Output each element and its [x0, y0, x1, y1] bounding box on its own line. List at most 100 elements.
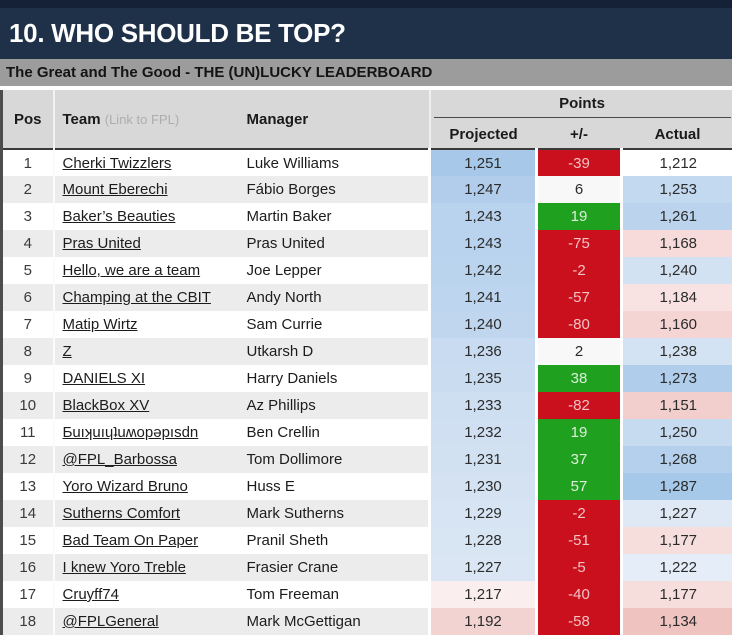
projected-cell: 1,251: [428, 149, 537, 176]
table-row: 1 Cherki Twizzlers Luke Williams 1,251 -…: [1, 149, 732, 176]
team-link[interactable]: Matip Wirtz: [62, 316, 138, 333]
pos-cell: 13: [1, 473, 55, 500]
team-link[interactable]: @FPLGeneral: [53, 608, 242, 635]
table-row: 12 @FPL_Barbossa Tom Dollimore 1,231 37 …: [1, 446, 732, 473]
team-link[interactable]: Bad Team On Paper: [62, 532, 199, 549]
team-link[interactable]: Z: [53, 338, 242, 365]
manager-cell: Tom Freeman: [246, 586, 340, 603]
team-link[interactable]: Baker’s Beauties: [62, 208, 176, 225]
leaderboard-table: Pos Team (Link to FPL) Manager Points Pr…: [0, 90, 732, 635]
team-link[interactable]: @FPL_Barbossa: [53, 446, 242, 473]
pos-cell: 18: [1, 608, 55, 635]
table-row: 6 Champing at the CBIT Andy North 1,241 …: [1, 284, 732, 311]
diff-cell: 6: [535, 176, 622, 203]
pos-cell: 14: [1, 500, 55, 527]
pos-cell: 4: [1, 230, 55, 257]
pos-cell: 10: [1, 392, 55, 419]
pos-cell: 9: [1, 365, 55, 392]
team-link[interactable]: Hello, we are a team: [62, 262, 201, 279]
projected-cell: 1,236: [428, 338, 537, 365]
pos-cell: 6: [1, 284, 55, 311]
team-link[interactable]: DANIELS XI: [62, 370, 146, 387]
projected-cell: 1,233: [428, 392, 537, 419]
pos-cell: 8: [1, 338, 55, 365]
table-row: 18 @FPLGeneral Mark McGettigan 1,192 -58…: [1, 608, 732, 635]
pos-cell: 15: [1, 527, 55, 554]
actual-cell: 1,212: [619, 149, 732, 176]
actual-cell: 1,134: [619, 608, 732, 635]
team-link[interactable]: Cherki Twizzlers: [62, 154, 172, 172]
diff-cell: 19: [535, 419, 622, 446]
manager-cell: Pranil Sheth: [246, 532, 329, 549]
col-header-team-label: Team: [62, 110, 101, 128]
projected-cell: 1,243: [428, 203, 537, 230]
table-row: 5 Hello, we are a team Joe Lepper 1,242 …: [1, 257, 732, 284]
diff-cell: 38: [535, 365, 622, 392]
col-header-diff: +/-: [536, 120, 622, 149]
projected-cell: 1,230: [428, 473, 537, 500]
projected-cell: 1,241: [428, 284, 537, 311]
table-row: 3 Baker’s Beauties Martin Baker 1,243 19…: [1, 203, 732, 230]
table-row: 16 I knew Yoro Treble Frasier Crane 1,22…: [1, 554, 732, 581]
manager-cell: Huss E: [246, 478, 295, 495]
col-header-manager: Manager: [241, 90, 430, 149]
diff-cell: -80: [535, 311, 622, 338]
table-row: 10 BlackBox XV Az Phillips 1,233 -82 1,1…: [1, 392, 732, 419]
diff-cell: 57: [535, 473, 622, 500]
league-subtitle-bar: The Great and The Good - THE (UN)LUCKY L…: [0, 59, 732, 86]
pos-cell: 16: [1, 554, 55, 581]
manager-cell: Pras United: [241, 230, 430, 257]
points-group-label: Points: [433, 95, 731, 118]
diff-cell: -40: [535, 581, 622, 608]
team-link[interactable]: I knew Yoro Treble: [53, 554, 242, 581]
actual-cell: 1,227: [619, 500, 732, 527]
team-link[interactable]: BlackBox XV: [53, 392, 242, 419]
manager-cell: Ben Crellin: [246, 424, 320, 441]
team-link[interactable]: Sutherns Comfort: [53, 500, 242, 527]
table-row: 15 Bad Team On Paper Pranil Sheth 1,228 …: [1, 527, 732, 554]
col-header-team: Team (Link to FPL): [53, 90, 242, 149]
manager-cell: Joe Lepper: [246, 262, 322, 279]
diff-cell: -57: [535, 284, 622, 311]
table-row: 4 Pras United Pras United 1,243 -75 1,16…: [1, 230, 732, 257]
page-title: 10. WHO SHOULD BE TOP?: [9, 18, 346, 48]
manager-cell: Mark McGettigan: [241, 608, 430, 635]
team-link[interactable]: Pras United: [53, 230, 242, 257]
leaderboard-body: 1 Cherki Twizzlers Luke Williams 1,251 -…: [1, 149, 732, 635]
actual-cell: 1,287: [619, 473, 732, 500]
manager-cell: Andy North: [241, 284, 430, 311]
diff-cell: -2: [535, 257, 622, 284]
projected-cell: 1,232: [428, 419, 537, 446]
diff-cell: 37: [535, 446, 622, 473]
actual-cell: 1,261: [619, 203, 732, 230]
pos-cell: 5: [1, 257, 55, 284]
team-link[interactable]: Mount Eberechi: [53, 176, 242, 203]
actual-cell: 1,250: [619, 419, 732, 446]
manager-cell: Frasier Crane: [241, 554, 430, 581]
manager-cell: Utkarsh D: [241, 338, 430, 365]
league-subtitle: The Great and The Good - THE (UN)LUCKY L…: [6, 64, 433, 81]
team-link[interactable]: Yoro Wizard Bruno: [62, 478, 188, 495]
manager-cell: Martin Baker: [246, 208, 332, 225]
diff-cell: -39: [535, 149, 622, 176]
table-row: 14 Sutherns Comfort Mark Sutherns 1,229 …: [1, 500, 732, 527]
actual-cell: 1,240: [619, 257, 732, 284]
pos-cell: 1: [1, 149, 55, 176]
team-link[interactable]: Champing at the CBIT: [53, 284, 242, 311]
projected-cell: 1,247: [428, 176, 537, 203]
projected-cell: 1,243: [428, 230, 537, 257]
pos-cell: 7: [1, 311, 55, 338]
projected-cell: 1,235: [428, 365, 537, 392]
manager-cell: Sam Currie: [246, 316, 323, 333]
actual-cell: 1,168: [619, 230, 732, 257]
actual-cell: 1,268: [619, 446, 732, 473]
team-link[interactable]: Ƃuıʞuıɥʇuʍopǝpısdn: [62, 424, 199, 441]
pos-cell: 11: [1, 419, 55, 446]
team-link[interactable]: Cruyff74: [62, 586, 119, 603]
col-header-team-note: (Link to FPL): [104, 111, 180, 127]
projected-cell: 1,227: [428, 554, 537, 581]
manager-cell: Luke Williams: [246, 154, 340, 172]
actual-cell: 1,253: [619, 176, 732, 203]
actual-cell: 1,273: [619, 365, 732, 392]
section-title-bar: 10. WHO SHOULD BE TOP?: [0, 8, 732, 59]
